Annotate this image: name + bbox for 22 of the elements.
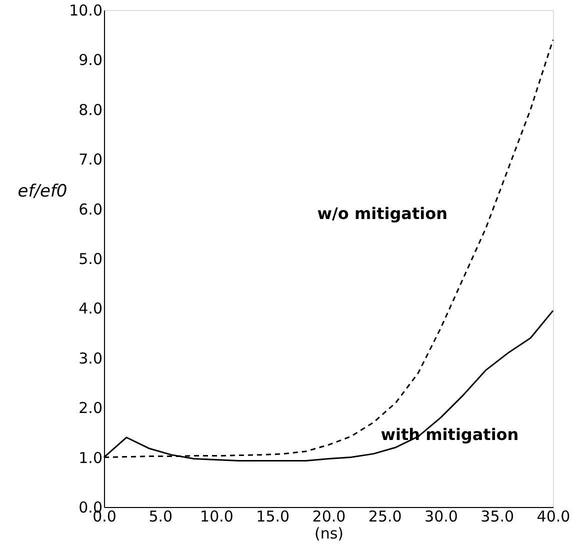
x-tick-label: 35.0 <box>480 508 514 526</box>
annotation: w/o mitigation <box>317 204 448 223</box>
x-tick-label: 25.0 <box>368 508 402 526</box>
x-tick-label: 10.0 <box>200 508 234 526</box>
y-tick-label: 8.0 <box>78 100 102 119</box>
x-tick-label: 15.0 <box>256 508 290 526</box>
y-tick-label: 3.0 <box>78 349 102 368</box>
y-tick-label: 10.0 <box>69 2 102 20</box>
y-tick-label: 4.0 <box>78 300 102 318</box>
y-tick-label: 6.0 <box>78 200 102 218</box>
x-tick-label: 5.0 <box>148 508 173 526</box>
x-tick-label: 20.0 <box>312 508 346 526</box>
annotation: with mitigation <box>380 424 519 444</box>
x-tick-label: 30.0 <box>424 508 458 526</box>
y-tick-label: 1.0 <box>78 448 102 467</box>
x-tick-label: 40.0 <box>536 508 570 526</box>
y-axis-title: ef/ef0 <box>18 182 68 202</box>
y-tick-label: 7.0 <box>78 150 102 169</box>
y-tick-label: 5.0 <box>78 250 102 268</box>
y-tick-label: 2.0 <box>78 399 102 418</box>
x-axis-title: (ns) <box>314 524 344 542</box>
y-tick-label: 9.0 <box>78 51 102 70</box>
